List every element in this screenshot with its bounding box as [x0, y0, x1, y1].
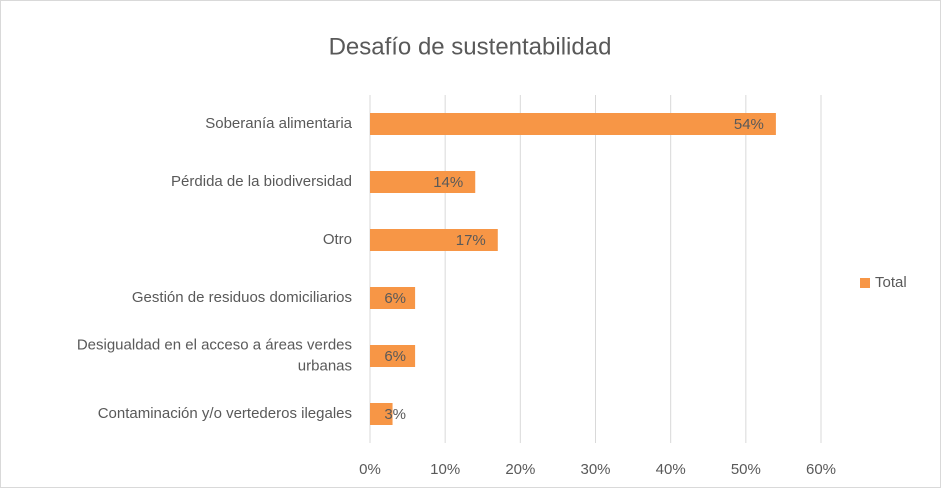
y-tick-label: Gestión de residuos domiciliarios — [132, 289, 352, 306]
x-tick-label: 30% — [580, 461, 610, 478]
x-tick-label: 10% — [430, 461, 460, 478]
y-tick-label: Contaminación y/o vertederos ilegales — [98, 405, 352, 422]
x-tick-label: 60% — [806, 461, 836, 478]
x-tick-label: 20% — [505, 461, 535, 478]
data-label: 14% — [433, 174, 463, 191]
y-tick-label: Soberanía alimentaria — [205, 115, 352, 132]
data-label: 3% — [384, 406, 406, 423]
legend-label: Total — [875, 274, 907, 291]
bar — [370, 229, 498, 251]
bar — [370, 403, 393, 425]
bar — [370, 345, 416, 367]
legend-swatch — [860, 278, 870, 288]
bar — [370, 287, 416, 309]
data-label: 6% — [384, 290, 406, 307]
data-label: 17% — [456, 232, 486, 249]
x-tick-label: 50% — [731, 461, 761, 478]
y-tick-label: Otro — [323, 231, 352, 248]
data-label: 54% — [734, 116, 764, 133]
y-tick-label: Pérdida de la biodiversidad — [171, 173, 352, 190]
x-tick-label: 40% — [656, 461, 686, 478]
bar — [370, 171, 476, 193]
x-tick-label: 0% — [359, 461, 381, 478]
bar — [370, 113, 776, 135]
chart-title: Desafío de sustentabilidad — [329, 33, 612, 60]
data-label: 6% — [384, 348, 406, 365]
y-tick-label: Desigualdad en el acceso a áreas verdes … — [77, 336, 352, 374]
